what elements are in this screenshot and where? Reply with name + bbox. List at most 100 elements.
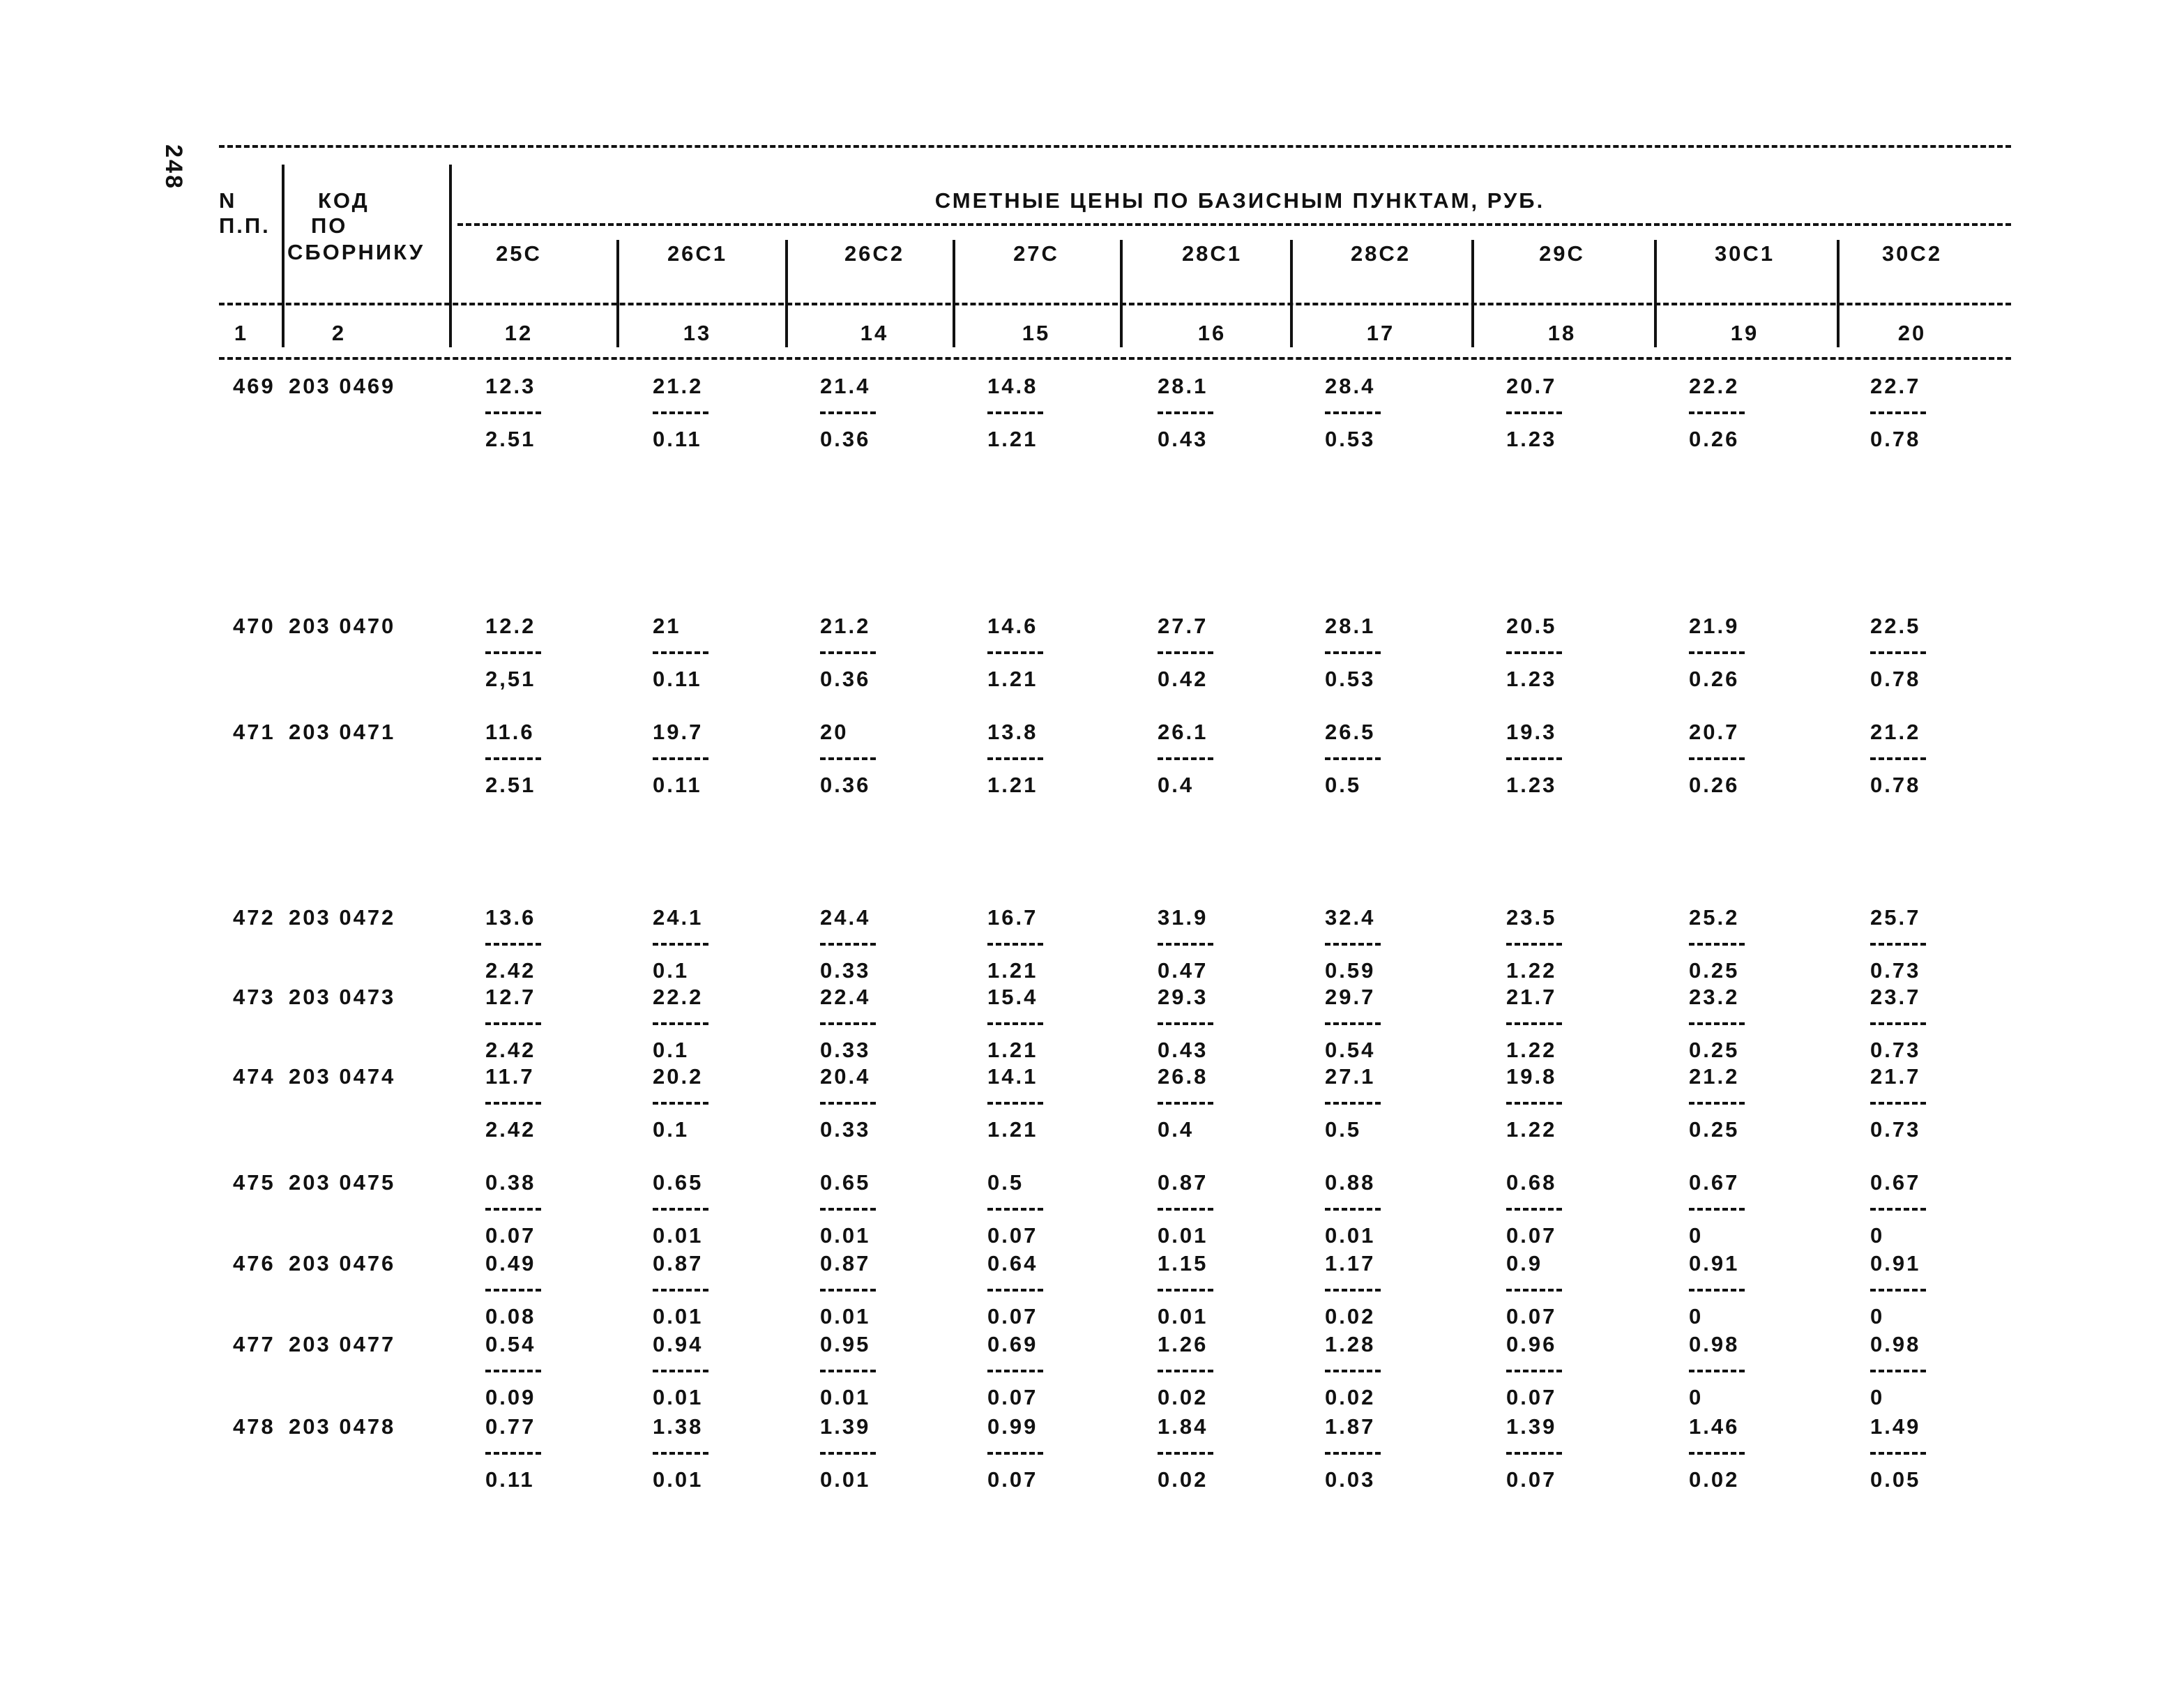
- price-part: 0.33: [820, 1038, 871, 1062]
- price-part: 0.01: [653, 1304, 704, 1328]
- price-part: 0.1: [653, 1038, 690, 1062]
- fraction-bar: [1506, 1289, 1562, 1292]
- fraction-bar: [820, 1370, 876, 1372]
- fraction-bar: [1689, 1208, 1745, 1211]
- fraction-bar: [1325, 1289, 1381, 1292]
- price-part: 0.1: [653, 1117, 690, 1142]
- column-separator: [1471, 240, 1474, 347]
- price-part: 0.07: [987, 1304, 1038, 1328]
- price: 0.88: [1325, 1170, 1376, 1195]
- column-separator: [282, 165, 285, 347]
- price-part: 2.42: [485, 1117, 536, 1142]
- price-part: 0.73: [1870, 958, 1921, 983]
- price: 21.2: [1870, 720, 1921, 744]
- fraction-bar: [987, 943, 1043, 946]
- fraction-bar: [820, 1452, 876, 1455]
- price: 0.95: [820, 1332, 871, 1356]
- fraction-bar: [1689, 1022, 1745, 1025]
- price: 22.5: [1870, 614, 1921, 638]
- fraction-bar: [485, 1370, 541, 1372]
- rule: [219, 357, 2011, 360]
- fraction-bar: [1870, 651, 1926, 654]
- header-label: ПО: [311, 213, 348, 238]
- fraction-bar: [1689, 411, 1745, 414]
- fraction-bar: [1870, 1289, 1926, 1292]
- price-part: 0.25: [1689, 1038, 1740, 1062]
- price-part: 0: [1870, 1304, 1885, 1328]
- fraction-bar: [987, 1102, 1043, 1105]
- price: 19.8: [1506, 1064, 1557, 1089]
- fraction-bar: [987, 1208, 1043, 1211]
- price: 1.38: [653, 1414, 704, 1439]
- price: 0.98: [1870, 1332, 1921, 1356]
- price-part: 1.21: [987, 1038, 1038, 1062]
- price: 0.98: [1689, 1332, 1740, 1356]
- price-part: 1.22: [1506, 1038, 1557, 1062]
- price: 0.77: [485, 1414, 536, 1439]
- price-part: 0.43: [1158, 427, 1208, 451]
- fraction-bar: [1506, 757, 1562, 760]
- price-part: 0.11: [653, 773, 702, 797]
- fraction-bar: [1506, 1370, 1562, 1372]
- fraction-bar: [987, 1289, 1043, 1292]
- price-part: 0.78: [1870, 773, 1921, 797]
- price: 14.1: [987, 1064, 1038, 1089]
- price: 22.7: [1870, 374, 1921, 398]
- column-number: 20: [1897, 321, 1927, 345]
- price-part: 0.07: [1506, 1304, 1557, 1328]
- price: 11.7: [485, 1064, 535, 1089]
- price-part: 0.53: [1325, 427, 1376, 451]
- rule: [219, 303, 2011, 305]
- price-part: 0.11: [485, 1467, 535, 1492]
- price-part: 0.4: [1158, 773, 1195, 797]
- price-part: 0.5: [1325, 1117, 1362, 1142]
- price-part: 2.42: [485, 958, 536, 983]
- price: 21.2: [653, 374, 704, 398]
- fraction-bar: [820, 1022, 876, 1025]
- price-part: 0.07: [1506, 1385, 1557, 1409]
- price-part: 1.21: [987, 958, 1038, 983]
- price: 21.7: [1870, 1064, 1921, 1089]
- price-part: 0.01: [1158, 1304, 1208, 1328]
- fraction-bar: [1325, 411, 1381, 414]
- price-part: 0.07: [485, 1223, 536, 1248]
- fraction-bar: [1158, 651, 1213, 654]
- price-part: 0.26: [1689, 667, 1740, 691]
- price: 0.67: [1870, 1170, 1921, 1195]
- price: 22.4: [820, 985, 871, 1009]
- price: 28.4: [1325, 374, 1376, 398]
- price: 26.1: [1158, 720, 1208, 744]
- price-part: 0.07: [987, 1467, 1038, 1492]
- price: 32.4: [1325, 905, 1376, 930]
- price-part: 0.05: [1870, 1467, 1921, 1492]
- price: 0.91: [1689, 1251, 1740, 1275]
- price-part: 0: [1870, 1385, 1885, 1409]
- price-part: 0.01: [1325, 1223, 1376, 1248]
- price-part: 0: [1689, 1385, 1704, 1409]
- price: 23.2: [1689, 985, 1740, 1009]
- price: 1.46: [1689, 1414, 1740, 1439]
- fraction-bar: [1158, 1370, 1213, 1372]
- price-part: 1.23: [1506, 427, 1557, 451]
- fraction-bar: [820, 1102, 876, 1105]
- price-part: 0.33: [820, 958, 871, 983]
- price-part: 0.59: [1325, 958, 1376, 983]
- row-code: 203 0469: [289, 374, 396, 398]
- price-part: 0.01: [820, 1304, 871, 1328]
- price: 14.6: [987, 614, 1038, 638]
- rule: [219, 145, 2011, 148]
- price: 21.4: [820, 374, 871, 398]
- price: 1.39: [820, 1414, 871, 1439]
- row-number: 473: [233, 985, 275, 1009]
- column-separator: [449, 165, 452, 220]
- column-separator: [953, 240, 955, 347]
- price: 16.7: [987, 905, 1038, 930]
- price: 31.9: [1158, 905, 1208, 930]
- price-part: 0: [1689, 1304, 1704, 1328]
- fraction-bar: [485, 1208, 541, 1211]
- column-number: 13: [683, 321, 712, 345]
- price-part: 0.01: [1158, 1223, 1208, 1248]
- price: 13.6: [485, 905, 536, 930]
- fraction-bar: [820, 757, 876, 760]
- price: 22.2: [653, 985, 704, 1009]
